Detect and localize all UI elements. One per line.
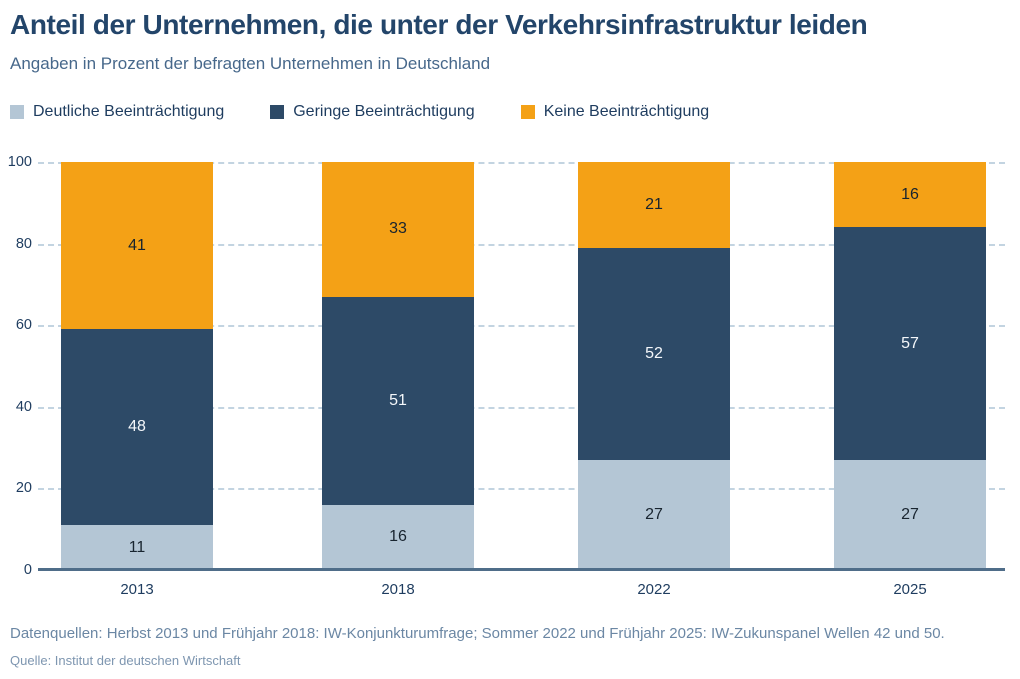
- bar-segment-2013-series-2: 41: [61, 162, 213, 330]
- bar-segment-2022-series-1: 52: [578, 247, 730, 460]
- bar-segment-2022-series-2: 21: [578, 162, 730, 248]
- y-tick-label-20: 20: [15, 480, 32, 497]
- legend-label: Keine Beeinträchtigung: [543, 103, 710, 120]
- bar-segment-2025-series-0: 27: [834, 459, 986, 570]
- legend-label: Deutliche Beeinträchtigung: [33, 103, 225, 120]
- x-tick-label-2013: 2013: [120, 581, 154, 598]
- gridline-80: [38, 243, 1005, 246]
- gridline-40: [38, 406, 1005, 409]
- legend: Deutliche Beeinträchtigung Geringe Beeint…: [10, 103, 709, 121]
- bar-segment-2013-series-1: 48: [61, 329, 213, 526]
- legend-item-2: Keine Beeinträchtigung: [520, 103, 710, 121]
- bar-2013: 11 48 41: [61, 162, 213, 570]
- plot-area: 11 48 41 16 51 33 27 52 21 27 57 16: [38, 162, 1005, 570]
- data-sources-note: Datenquellen: Herbst 2013 und Frühjahr 2…: [10, 625, 945, 642]
- bar-segment-2025-series-2: 16: [834, 162, 986, 228]
- x-axis-line: [38, 568, 1005, 571]
- bar-segment-2018-series-2: 33: [322, 162, 474, 297]
- legend-swatch-icon: [270, 105, 285, 119]
- y-tick-label-40: 40: [15, 398, 32, 415]
- gridline-60: [38, 325, 1005, 328]
- chart-title: Anteil der Unternehmen, die unter der Ve…: [10, 9, 868, 40]
- x-tick-label-2025: 2025: [893, 581, 927, 598]
- source-note: Quelle: Institut der deutschen Wirtschaf…: [10, 653, 241, 668]
- legend-item-1: Geringe Beeinträchtigung: [270, 103, 475, 121]
- bar-2018: 16 51 33: [322, 162, 474, 570]
- y-tick-label-60: 60: [15, 317, 32, 334]
- legend-swatch-icon: [10, 105, 24, 119]
- chart-subtitle: Angaben in Prozent der befragten Unterne…: [10, 54, 491, 73]
- bar-segment-2025-series-1: 57: [834, 227, 986, 460]
- bar-2022: 27 52 21: [578, 162, 730, 570]
- y-tick-label-80: 80: [15, 235, 32, 252]
- y-tick-label-100: 100: [7, 154, 32, 170]
- legend-label: Geringe Beeinträchtigung: [293, 103, 475, 120]
- legend-swatch-icon: [520, 105, 535, 119]
- bar-segment-2022-series-0: 27: [578, 459, 730, 570]
- bar-segment-2018-series-1: 51: [322, 296, 474, 505]
- bar-2025: 27 57 16: [834, 162, 986, 570]
- y-tick-label-0: 0: [23, 562, 32, 578]
- gridline-100: [38, 162, 1005, 164]
- legend-item-0: Deutliche Beeinträchtigung: [10, 103, 224, 121]
- gridline-20: [38, 488, 1005, 491]
- bar-segment-2013-series-0: 11: [61, 525, 213, 570]
- bar-segment-2018-series-0: 16: [322, 504, 474, 570]
- x-tick-label-2018: 2018: [381, 581, 415, 598]
- x-tick-label-2022: 2022: [637, 581, 671, 598]
